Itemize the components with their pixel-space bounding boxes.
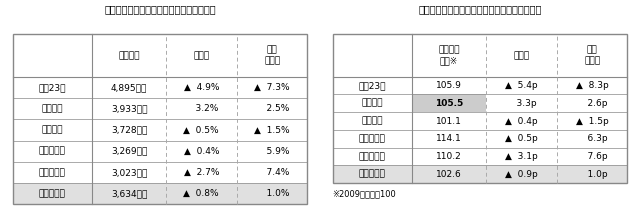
Text: ▲  0.5p: ▲ 0.5p: [505, 134, 538, 143]
Text: 3.2%: 3.2%: [184, 104, 218, 113]
Text: 成約価格
指数※: 成約価格 指数※: [438, 46, 460, 65]
Text: 5.9%: 5.9%: [255, 147, 289, 156]
Text: 3,634万円: 3,634万円: [111, 189, 147, 198]
Text: 東京都下: 東京都下: [362, 99, 383, 108]
Text: 1.0%: 1.0%: [255, 189, 289, 198]
Text: 新築戸建の成約価格指数、前月比、前年同月比: 新築戸建の成約価格指数、前月比、前年同月比: [419, 4, 541, 14]
Text: ▲  0.4p: ▲ 0.4p: [505, 117, 538, 125]
Text: 3,023万円: 3,023万円: [111, 168, 147, 177]
Text: 105.9: 105.9: [436, 81, 462, 90]
Text: ▲  5.4p: ▲ 5.4p: [505, 81, 538, 90]
Text: ▲  2.7%: ▲ 2.7%: [184, 168, 219, 177]
Text: ▲  0.8%: ▲ 0.8%: [184, 189, 219, 198]
Text: 埼　玉　県: 埼 玉 県: [39, 147, 66, 156]
Text: ▲  1.5%: ▲ 1.5%: [254, 125, 290, 134]
Text: 7.6p: 7.6p: [576, 152, 608, 161]
Text: ▲  4.9%: ▲ 4.9%: [184, 83, 219, 92]
Text: 4,895万円: 4,895万円: [111, 83, 147, 92]
Text: 3,933万円: 3,933万円: [111, 104, 147, 113]
Text: 6.3p: 6.3p: [576, 134, 608, 143]
Text: 101.1: 101.1: [436, 117, 462, 125]
Text: 神奈川県: 神奈川県: [42, 125, 63, 134]
Bar: [333, 166, 627, 183]
Text: 埼　玉　県: 埼 玉 県: [359, 134, 386, 143]
Bar: [412, 94, 486, 112]
Text: 成約価格: 成約価格: [118, 51, 140, 60]
Text: 東京23区: 東京23区: [358, 81, 386, 90]
Text: ▲  7.3%: ▲ 7.3%: [254, 83, 290, 92]
Text: 東京都下: 東京都下: [42, 104, 63, 113]
Text: 102.6: 102.6: [436, 170, 462, 179]
Text: 7.4%: 7.4%: [255, 168, 289, 177]
Text: 3,728万円: 3,728万円: [111, 125, 147, 134]
Bar: [13, 183, 307, 204]
Text: ▲  3.1p: ▲ 3.1p: [505, 152, 538, 161]
Text: 110.2: 110.2: [436, 152, 462, 161]
Text: 神奈川県: 神奈川県: [362, 117, 383, 125]
Text: 前月比: 前月比: [193, 51, 209, 60]
Text: 3,269万円: 3,269万円: [111, 147, 147, 156]
Text: 新築戸建の成約価格、前月比、前年同月比: 新築戸建の成約価格、前月比、前年同月比: [104, 4, 216, 14]
Bar: [13, 34, 307, 204]
Text: 105.5: 105.5: [435, 99, 463, 108]
Text: 114.1: 114.1: [436, 134, 462, 143]
Text: ▲  0.4%: ▲ 0.4%: [184, 147, 219, 156]
Text: 首　都　圏: 首 都 圏: [359, 170, 386, 179]
Text: ▲  0.5%: ▲ 0.5%: [184, 125, 219, 134]
Text: 東京23区: 東京23区: [38, 83, 66, 92]
Text: 2.6p: 2.6p: [576, 99, 608, 108]
Text: 2.5%: 2.5%: [255, 104, 289, 113]
Text: 前年
同月比: 前年 同月比: [584, 46, 600, 65]
Text: 3.3p: 3.3p: [506, 99, 537, 108]
Text: ▲  1.5p: ▲ 1.5p: [576, 117, 609, 125]
Text: 前年
同月比: 前年 同月比: [264, 46, 280, 65]
Text: ※2009年１月＝100: ※2009年１月＝100: [333, 190, 396, 199]
Text: 千　葉　県: 千 葉 県: [39, 168, 66, 177]
Bar: [333, 34, 627, 183]
Text: 首　都　圏: 首 都 圏: [39, 189, 66, 198]
Text: 千　葉　県: 千 葉 県: [359, 152, 386, 161]
Text: ▲  8.3p: ▲ 8.3p: [576, 81, 609, 90]
Text: 前月比: 前月比: [513, 51, 529, 60]
Text: ▲  0.9p: ▲ 0.9p: [505, 170, 538, 179]
Text: 1.0p: 1.0p: [576, 170, 608, 179]
